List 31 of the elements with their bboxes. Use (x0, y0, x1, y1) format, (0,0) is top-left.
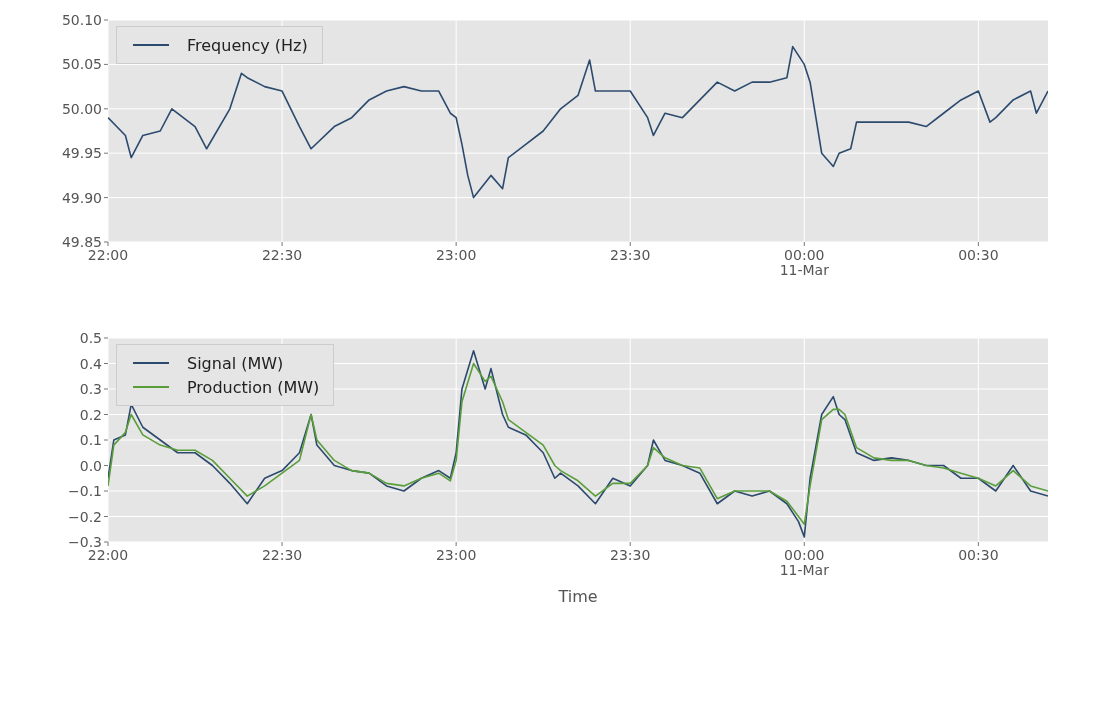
y-tick-label: −0.3 (68, 534, 102, 550)
legend-label: Production (MW) (187, 377, 320, 397)
y-tick-label: 0.2 (79, 406, 102, 423)
x-tick-label: 23:30 (610, 247, 651, 263)
y-tick-label: 49.95 (61, 145, 102, 162)
y-tick-label: 49.90 (61, 189, 102, 206)
y-tick-label: 0.5 (79, 330, 102, 346)
y-tick-label: 49.85 (61, 234, 102, 250)
x-tick-label: 22:00 (87, 547, 129, 563)
x-tick-label: 00:30 (958, 247, 999, 263)
y-tick-label: 50.00 (61, 100, 102, 117)
x-tick-label: 00:00 11-Mar (779, 247, 830, 278)
x-axis-title: Time (557, 587, 598, 606)
x-tick-label: 22:00 (87, 247, 129, 263)
y-tick-label: 0.0 (79, 457, 102, 474)
x-tick-label: 22:30 (261, 247, 303, 263)
y-tick-label: 0.4 (79, 355, 103, 372)
x-tick-label: 23:00 (435, 547, 477, 563)
legend-label: Signal (MW) (187, 353, 284, 373)
y-tick-label: −0.1 (68, 483, 102, 499)
y-tick-label: 0.1 (79, 432, 102, 448)
legend-label: Frequency (Hz) (187, 35, 308, 55)
y-tick-label: 50.05 (61, 56, 102, 73)
x-tick-label: 00:30 (958, 547, 999, 563)
x-tick-label: 00:00 11-Mar (779, 547, 830, 578)
y-tick-label: 0.3 (79, 381, 102, 397)
x-tick-label: 23:30 (610, 547, 651, 563)
y-tick-label: 50.10 (61, 12, 102, 28)
y-tick-label: −0.2 (68, 508, 102, 525)
x-tick-label: 22:30 (261, 547, 303, 563)
x-tick-label: 23:00 (435, 247, 477, 263)
